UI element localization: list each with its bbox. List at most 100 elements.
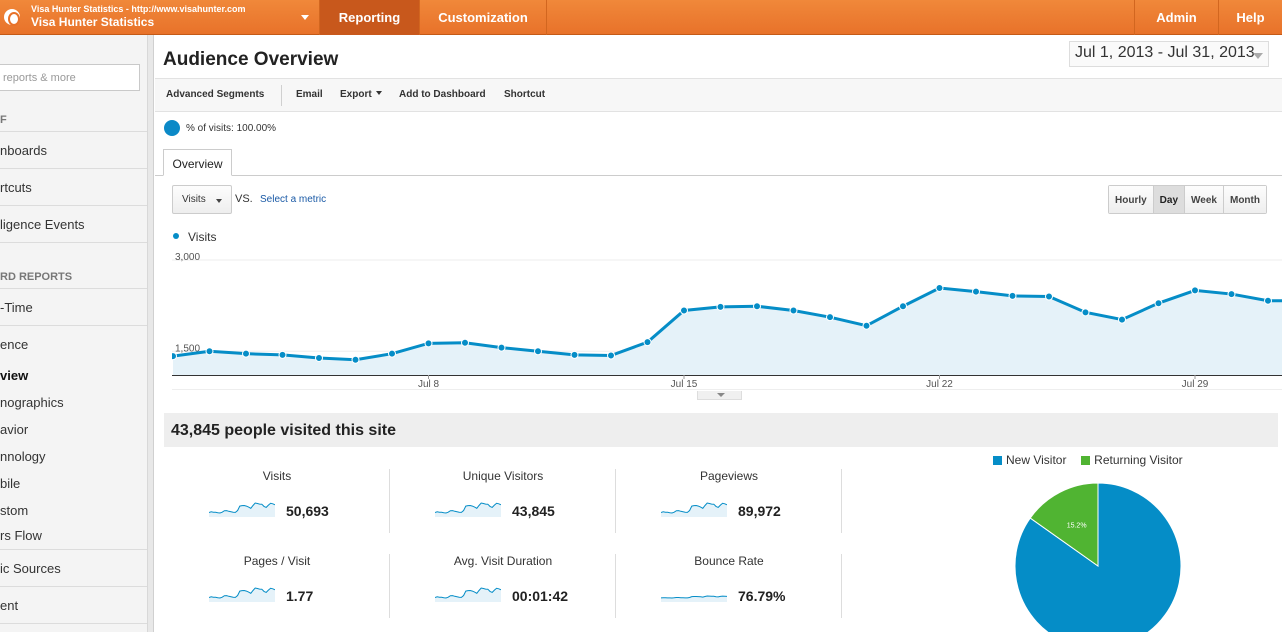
metric-tile[interactable]: Bounce Rate 76.79% [616,554,842,624]
visits-data-point [789,306,798,315]
visits-data-point [826,313,834,322]
sidebar-search-input[interactable]: reports & more [0,64,140,91]
pie-legend: New Visitor Returning Visitor [993,453,1183,467]
export-button[interactable]: Export [340,89,382,100]
metric-dropdown[interactable]: Visits [172,185,232,214]
top-navigation-bar: Visa Hunter Statistics - http://www.visa… [0,0,1282,35]
granularity-month-button[interactable]: Month [1222,186,1266,213]
chevron-down-icon [375,91,382,95]
sidebar-subitem-behavior[interactable]: avior [0,422,29,437]
series-legend-marker [173,233,179,239]
date-range-picker[interactable]: Jul 1, 2013 - Jul 31, 2013 [1069,41,1269,67]
metric-divider [841,554,842,618]
vs-label: VS. [235,193,253,205]
sidebar-subitem-demographics[interactable]: nographics [0,395,64,410]
visits-data-point [1154,299,1163,308]
metric-label: Avg. Visit Duration [453,554,553,568]
sparkline-area [435,588,501,602]
metric-tile[interactable]: Visits 50,693 [164,469,390,539]
visits-data-point [242,349,250,358]
sidebar-item-real-time[interactable]: -Time [0,288,147,325]
granularity-hourly-button[interactable]: Hourly [1109,186,1153,213]
visits-data-point [862,321,871,330]
sidebar-item-intelligence-events[interactable]: ligence Events [0,205,147,242]
visits-data-point [278,350,287,359]
sparkline-area [209,588,275,602]
sidebar-item-shortcuts[interactable]: rtcuts [0,168,147,205]
sidebar-subitem-visitors-flow[interactable]: rs Flow [0,528,42,543]
metric-value: 1.77 [286,588,314,604]
sidebar-item-content[interactable]: ent [0,586,147,623]
metric-divider [389,554,390,618]
account-selector[interactable]: Visa Hunter Statistics - http://www.visa… [0,0,318,35]
report-toolbar: Advanced Segments Email Export Add to Da… [155,78,1282,112]
account-url: Visa Hunter Statistics - http://www.visa… [31,4,246,14]
visits-data-point [935,283,944,292]
pie-legend-returning-visitor: Returning Visitor [1094,453,1183,467]
account-name: Visa Hunter Statistics [31,15,155,29]
date-range-label: Jul 1, 2013 - Jul 31, 2013 [1075,44,1255,61]
visitor-type-pie-chart: 84.8%15.2% [1014,482,1182,632]
sidebar-subitem-technology[interactable]: nnology [0,449,46,464]
sparkline-area [661,503,727,517]
metric-sparkline [661,502,727,517]
metric-tile[interactable]: Pages / Visit 1.77 [164,554,390,624]
summary-headline: 43,845 people visited this site [171,422,396,439]
metric-value: 00:01:42 [512,588,569,604]
sidebar-subitem-overview[interactable]: view [0,368,29,383]
y-tick-label: 3,000 [175,252,200,263]
x-tick-label: Jul 22 [926,379,953,390]
returning-visitor-swatch [1081,456,1091,465]
metric-sparkline [435,502,501,517]
summary-bar: 43,845 people visited this site [164,413,1278,447]
select-metric-link[interactable]: Select a metric [260,194,327,205]
metric-label: Visits [262,469,292,483]
nav-reporting[interactable]: Reporting [319,0,419,35]
metric-divider [615,554,616,618]
visits-data-point [388,349,396,358]
email-button[interactable]: Email [296,89,323,100]
sparkline-area [435,503,501,517]
metric-value: 76.79% [738,588,786,604]
sidebar-subitem-mobile[interactable]: bile [0,476,21,491]
granularity-day-button[interactable]: Day [1152,186,1185,213]
metric-label: Pageviews [699,469,759,483]
shortcut-button[interactable]: Shortcut [504,89,546,100]
granularity-week-button[interactable]: Week [1184,186,1223,213]
new-visitor-swatch [993,456,1002,465]
metric-tile[interactable]: Avg. Visit Duration 00:01:42 [390,554,616,624]
metric-divider [389,469,390,533]
metric-tile[interactable]: Pageviews 89,972 [616,469,842,539]
sidebar-section-header: F [0,114,7,126]
chart-collapse-handle[interactable] [697,391,742,400]
nav-customization[interactable]: Customization [419,0,547,35]
metric-sparkline [435,587,501,602]
visits-data-point [753,302,761,311]
advanced-segments-button[interactable]: Advanced Segments [166,89,265,100]
metric-sparkline [209,502,275,517]
tab-overview[interactable]: Overview [163,149,232,176]
chevron-down-icon[interactable] [301,15,309,20]
segment-percentage: % of visits: 100.00% [186,123,277,134]
metric-dropdown-label: Visits [182,194,206,205]
sidebar-item-audience[interactable]: ence [0,325,147,362]
metric-divider [841,469,842,533]
add-to-dashboard-button[interactable]: Add to Dashboard [399,89,486,100]
visits-data-point [570,350,579,359]
sidebar-divider [0,623,147,624]
nav-help[interactable]: Help [1218,0,1282,35]
metric-tile[interactable]: Unique Visitors 43,845 [390,469,616,539]
sparkline-line [209,587,275,599]
sidebar-item-traffic-sources[interactable]: ic Sources [0,549,147,586]
page-title: Audience Overview [163,49,339,70]
sparkline-line [661,502,727,514]
metric-divider [615,469,616,533]
chevron-down-icon [1253,53,1263,59]
sidebar-scrollbar[interactable] [148,35,154,632]
sidebar-item-dashboards[interactable]: nboards [0,131,147,168]
chevron-down-icon [216,199,222,203]
sidebar-subitem-custom[interactable]: stom [0,503,29,518]
nav-admin[interactable]: Admin [1134,0,1218,35]
visits-data-point [424,339,433,348]
visits-data-point [534,347,542,356]
